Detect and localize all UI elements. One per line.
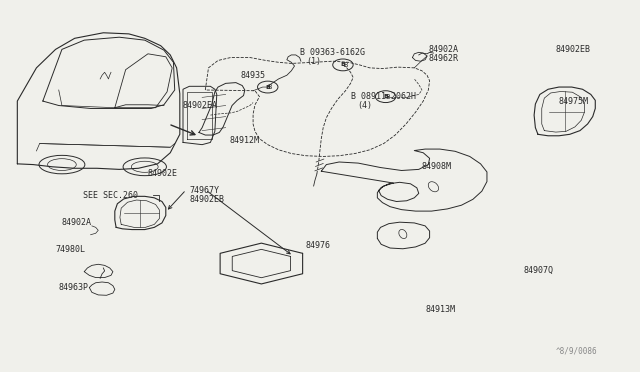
Text: 84935: 84935 [241, 71, 266, 80]
Text: 84902EB: 84902EB [556, 45, 591, 54]
Text: 84907Q: 84907Q [524, 266, 554, 275]
Text: 84902E: 84902E [148, 169, 178, 177]
Text: B 09363-6162G: B 09363-6162G [300, 48, 365, 57]
Text: B: B [340, 62, 346, 67]
Text: 84976: 84976 [306, 241, 331, 250]
Text: 84902A: 84902A [428, 45, 458, 54]
Text: B: B [268, 84, 272, 90]
Text: 84912M: 84912M [230, 137, 259, 145]
Text: 84902EB: 84902EB [189, 195, 225, 204]
Text: 84902A: 84902A [62, 218, 92, 227]
Text: B: B [266, 84, 270, 90]
Text: 84913M: 84913M [425, 305, 455, 314]
Text: B: B [343, 62, 347, 68]
Text: 84908M: 84908M [422, 162, 452, 171]
Text: 84975M: 84975M [559, 97, 589, 106]
Text: 74967Y: 74967Y [189, 186, 220, 195]
Text: (4): (4) [357, 101, 372, 110]
Text: 84962R: 84962R [428, 54, 458, 63]
Text: B: B [383, 94, 388, 99]
Text: 84963P: 84963P [59, 283, 89, 292]
Text: ^8/9/0086: ^8/9/0086 [556, 347, 597, 356]
Text: 84902EA: 84902EA [183, 101, 218, 110]
Text: B: B [386, 94, 390, 100]
Text: SEE SEC.260: SEE SEC.260 [83, 191, 138, 200]
Text: B 08911-2062H: B 08911-2062H [351, 92, 415, 101]
Text: (1): (1) [306, 57, 321, 66]
Text: 74980L: 74980L [56, 245, 86, 254]
